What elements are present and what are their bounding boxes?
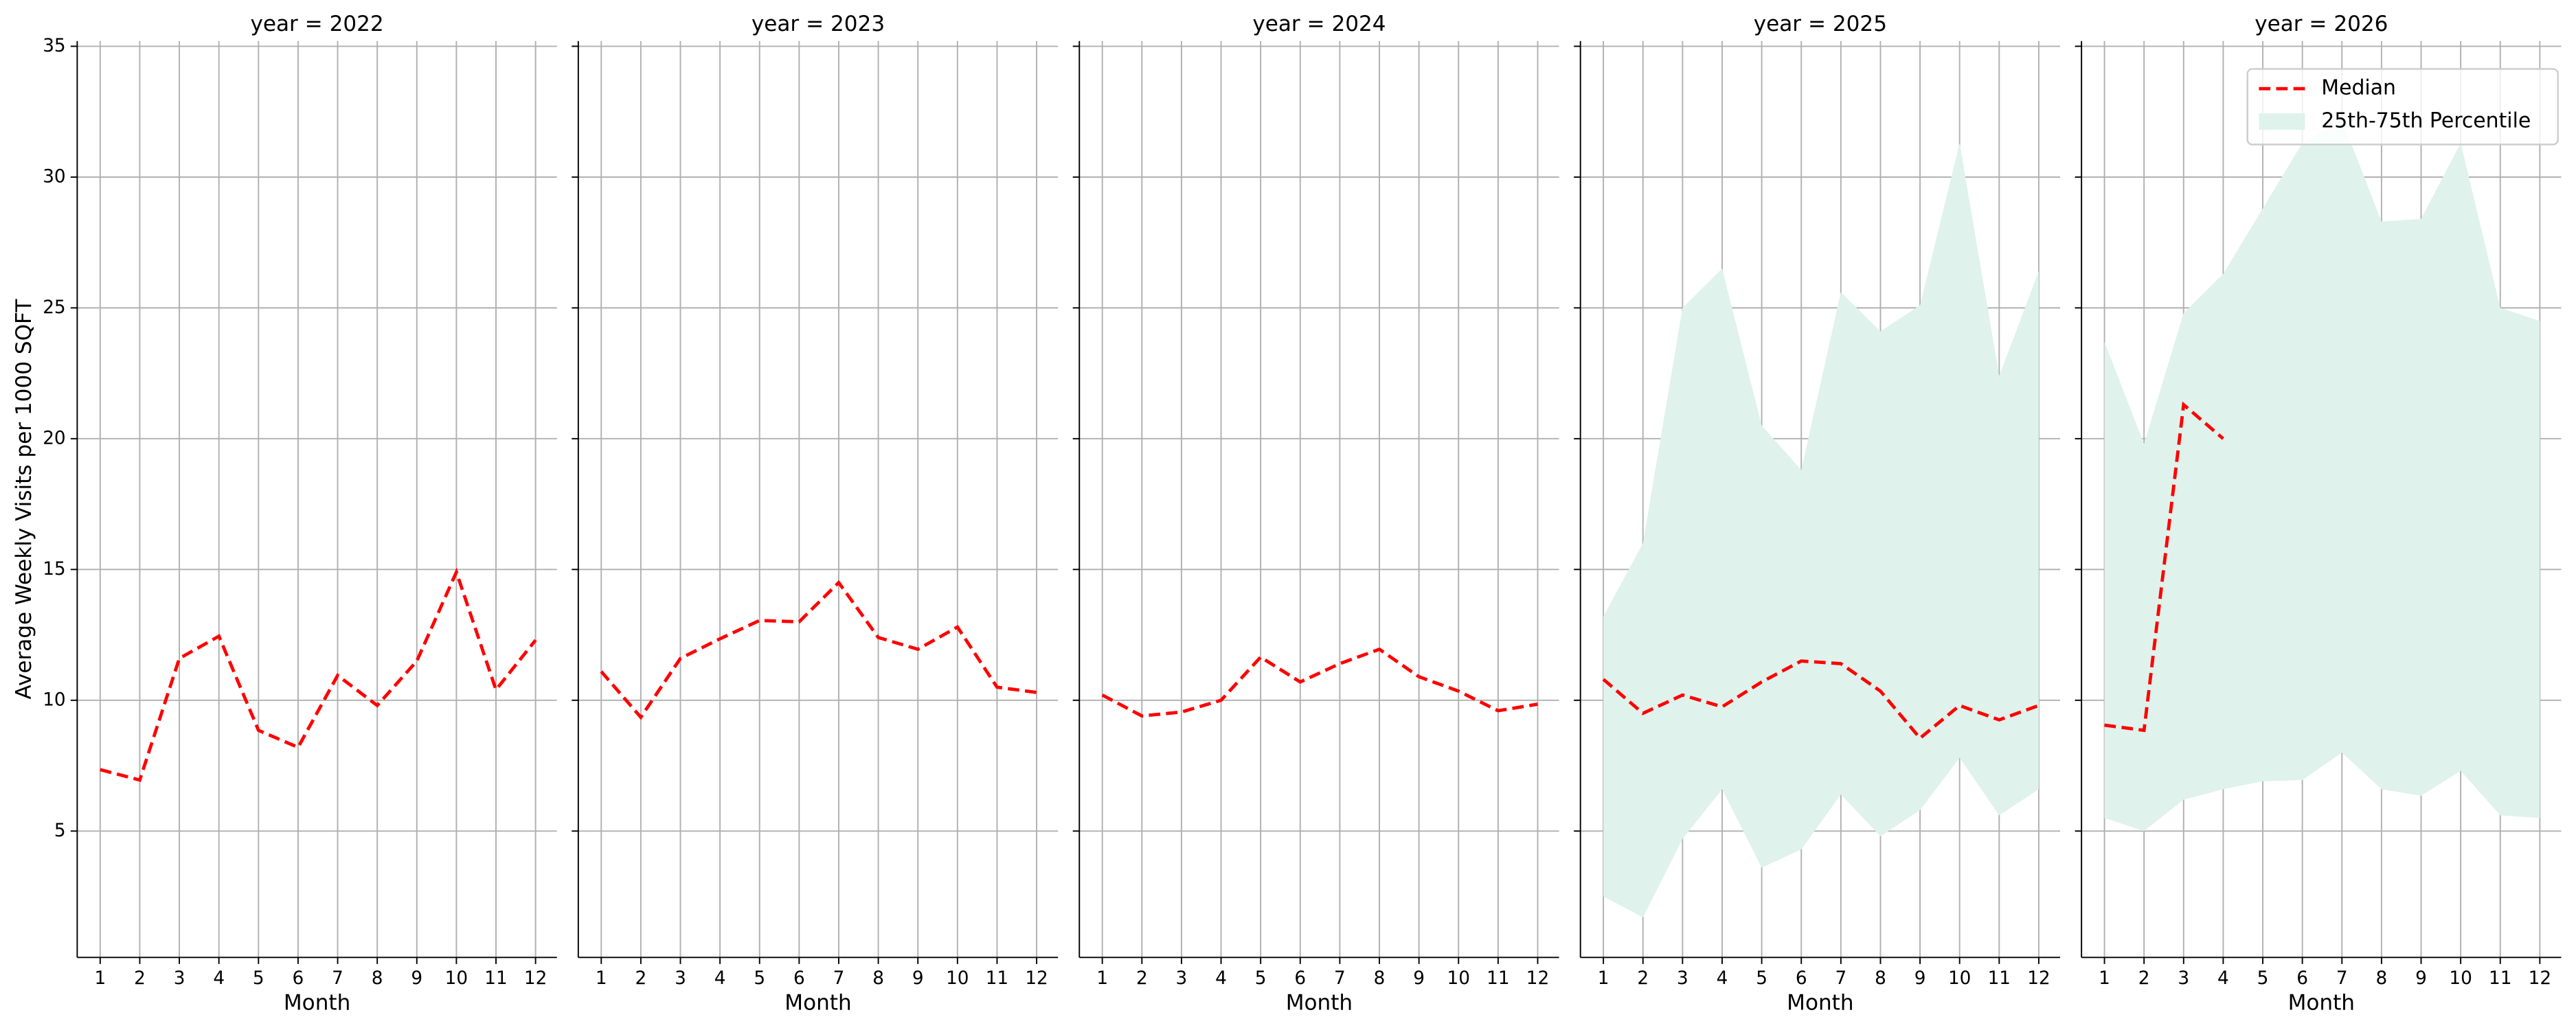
x-tick-label: 10 [445,968,468,989]
x-tick-label: 12 [2027,968,2050,989]
x-tick-label: 11 [1487,968,1509,989]
x-tick-label: 6 [2296,968,2308,989]
x-tick-label: 4 [1215,968,1227,989]
y-tick-label: 5 [54,821,66,841]
x-tick-label: 3 [1677,968,1688,989]
y-tick-label: 15 [43,559,65,580]
x-tick-label: 9 [912,968,924,989]
x-tick-label: 3 [174,968,185,989]
x-tick-label: 3 [675,968,686,989]
x-tick-label: 1 [2099,968,2110,989]
x-tick-label: 5 [253,968,264,989]
x-tick-label: 12 [1025,968,1048,989]
median-line [100,567,537,782]
x-tick-label: 9 [411,968,422,989]
x-tick-label: 2 [134,968,146,989]
x-tick-label: 1 [596,968,607,989]
panel-title: year = 2025 [1754,12,1887,36]
x-tick-label: 7 [1835,968,1846,989]
x-tick-label: 11 [986,968,1008,989]
legend-swatch [2259,113,2305,130]
percentile-band [1603,143,2039,918]
x-tick-label: 10 [946,968,969,989]
x-tick-label: 8 [1875,968,1886,989]
x-tick-label: 6 [293,968,304,989]
legend-label: Median [2321,76,2396,100]
panel-title: year = 2026 [2255,12,2388,36]
x-tick-label: 4 [714,968,726,989]
x-tick-label: 9 [2415,968,2427,989]
x-tick-label: 5 [2257,968,2269,989]
x-tick-label: 1 [94,968,106,989]
median-line [600,580,1037,720]
y-tick-label: 10 [43,689,65,710]
x-tick-label: 12 [2529,968,2551,989]
x-tick-label: 5 [754,968,765,989]
x-tick-label: 3 [1176,968,1188,989]
legend-frame [2246,68,2559,146]
x-tick-label: 1 [1598,968,1609,989]
x-tick-label: 6 [1796,968,1807,989]
x-tick-label: 4 [1717,968,1728,989]
median-line [1101,647,1538,718]
x-axis-label: Month [1787,990,1853,1015]
x-tick-label: 11 [2489,968,2511,989]
x-tick-label: 4 [213,968,225,989]
x-tick-label: 8 [1374,968,1386,989]
x-tick-label: 8 [872,968,884,989]
x-tick-label: 6 [793,968,805,989]
x-tick-label: 2 [1136,968,1148,989]
y-tick-label: 30 [43,166,65,187]
x-tick-label: 9 [1413,968,1425,989]
y-tick-label: 25 [43,297,65,318]
y-axis-label: Average Weekly Visits per 1000 SQFT [12,299,36,700]
percentile-band [2104,119,2540,832]
x-tick-label: 4 [2217,968,2229,989]
x-tick-label: 7 [1334,968,1346,989]
x-tick-label: 10 [2449,968,2472,989]
panel-title: year = 2023 [752,12,885,36]
median-line [2104,401,2224,733]
x-tick-label: 11 [1988,968,2011,989]
x-tick-label: 2 [635,968,647,989]
panel-title: year = 2022 [250,12,383,36]
panel-title: year = 2024 [1252,12,1386,36]
x-tick-label: 8 [372,968,383,989]
x-tick-label: 7 [332,968,343,989]
x-tick-label: 3 [2178,968,2189,989]
x-tick-label: 12 [1526,968,1549,989]
y-tick-label: 20 [43,428,65,448]
x-tick-label: 1 [1096,968,1108,989]
x-tick-label: 6 [1294,968,1306,989]
y-tick-label: 35 [43,36,65,56]
x-tick-label: 2 [2138,968,2150,989]
x-tick-label: 10 [1447,968,1470,989]
x-tick-label: 9 [1914,968,1926,989]
x-tick-label: 5 [1756,968,1767,989]
legend: Median 25th-75th Percentile [2246,68,2559,146]
x-axis-label: Month [2288,990,2355,1015]
x-tick-label: 8 [2376,968,2388,989]
x-tick-label: 11 [484,968,507,989]
x-tick-label: 7 [2336,968,2348,989]
x-tick-label: 12 [524,968,547,989]
x-axis-label: Month [284,990,350,1015]
median-line [1602,659,2040,741]
x-tick-label: 5 [1255,968,1267,989]
x-tick-label: 10 [1948,968,1971,989]
x-tick-label: 2 [1637,968,1649,989]
x-tick-label: 7 [833,968,845,989]
x-axis-label: Month [784,990,851,1015]
legend-label: 25th-75th Percentile [2321,108,2531,133]
x-axis-label: Month [1286,990,1353,1015]
